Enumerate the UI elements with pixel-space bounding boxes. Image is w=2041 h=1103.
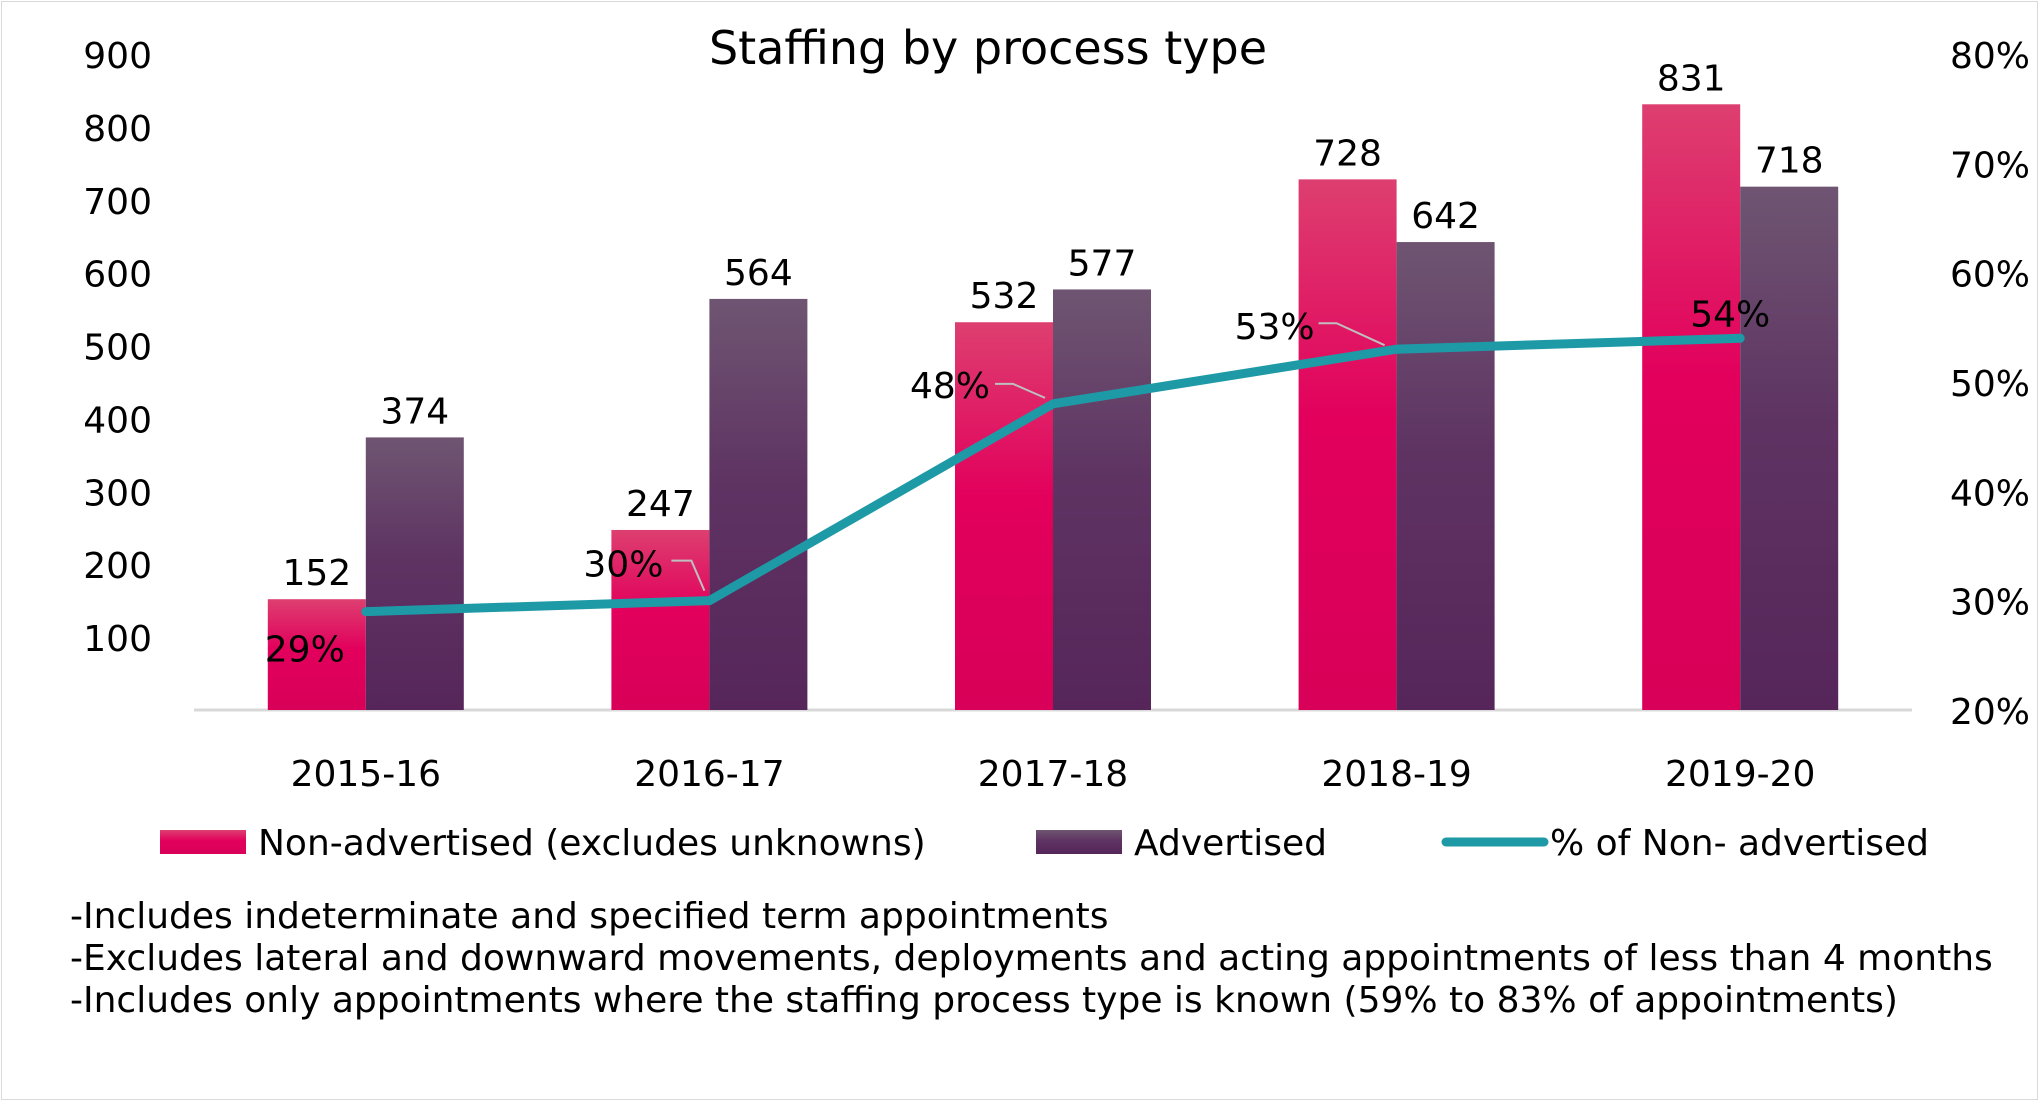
legend-label: Advertised [1134,823,1327,864]
percent-label: 53% [1235,307,1315,348]
legend-swatch [160,830,246,854]
category-label: 2016-17 [634,754,784,795]
left-tick-label: 800 [83,109,152,150]
bar-advertised [1053,289,1151,710]
category-label: 2018-19 [1321,754,1471,795]
bar-non-advertised [1642,104,1741,710]
percent-label: 30% [583,545,663,586]
right-tick-label: 20% [1950,692,2030,733]
percent-line-path [361,333,1745,617]
category-label: 2019-20 [1665,754,1815,795]
right-tick-label: 30% [1950,583,2030,624]
percent-line: 29% 30% 48% 53% 54% [265,294,1770,670]
bar-value-label: 642 [1411,196,1480,237]
left-tick-label: 300 [83,473,152,514]
right-tick-label: 50% [1950,364,2030,405]
legend: Non-advertised (excludes unknowns) Advert… [160,823,1929,864]
left-tick-label: 500 [83,328,152,369]
left-axis: 100 200 300 400 500 600 700 800 900 [83,36,152,660]
left-tick-label: 700 [83,182,152,223]
right-tick-label: 70% [1950,145,2030,186]
right-tick-label: 60% [1950,255,2030,296]
legend-swatch [1036,830,1122,854]
percent-label: 29% [265,630,345,671]
bar-value-label: 152 [282,553,351,594]
percent-label-leader [995,382,1046,399]
percent-label-leader [1318,322,1386,347]
bar-value-label: 728 [1313,133,1382,174]
bar-value-label: 718 [1755,141,1824,182]
note-1: -Includes indeterminate and specified te… [70,896,1109,937]
percent-label: 48% [910,366,990,407]
staffing-chart: Staffing by process type 100 200 300 400 500… [83,21,2030,864]
bar-non-advertised [955,322,1053,710]
percent-label: 54% [1690,294,1770,335]
legend-percent: % of Non- advertised [1441,823,1929,864]
note-2: -Excludes lateral and downward movements… [70,938,1993,979]
bar-value-label: 577 [1068,243,1137,284]
bar-non-advertised [611,529,710,710]
legend-advertised: Advertised [1036,823,1327,864]
category-labels: 2015-16 2016-17 2017-18 2018-19 2019-20 [291,754,1816,795]
bar-advertised [709,298,808,710]
bar-non-advertised [267,599,366,710]
left-tick-label: 400 [83,400,152,441]
right-tick-label: 40% [1950,473,2030,514]
category-label: 2015-16 [291,754,441,795]
right-axis: 20% 30% 40% 50% 60% 70% 80% [1950,36,2030,733]
bar-labels: 152 374 247 564 532 577 728 642 831 718 [282,58,1823,594]
bar-value-label: 247 [626,484,695,525]
percent-label-leader [671,559,706,592]
right-tick-label: 80% [1950,36,2030,77]
bar-value-label: 374 [380,391,449,432]
bar-value-label: 831 [1657,58,1726,99]
bar-non-advertised [1298,179,1397,710]
bar-value-label: 564 [724,253,793,294]
footnotes: -Includes indeterminate and specified te… [70,896,1993,1022]
bar-value-label: 532 [970,276,1039,317]
legend-label: % of Non- advertised [1550,823,1929,864]
left-tick-label: 200 [83,546,152,587]
left-tick-label: 900 [83,36,152,77]
category-label: 2017-18 [978,754,1128,795]
bar-advertised [1740,186,1839,710]
chart-title: Staffing by process type [709,21,1267,75]
note-3: -Includes only appointments where the st… [70,980,1898,1021]
legend-label: Non-advertised (excludes unknowns) [258,823,926,864]
legend-non-advertised: Non-advertised (excludes unknowns) [160,823,926,864]
bar-advertised [1396,242,1495,710]
bars [267,104,1839,710]
left-tick-label: 600 [83,255,152,296]
left-tick-label: 100 [83,619,152,660]
bar-advertised [365,437,464,710]
